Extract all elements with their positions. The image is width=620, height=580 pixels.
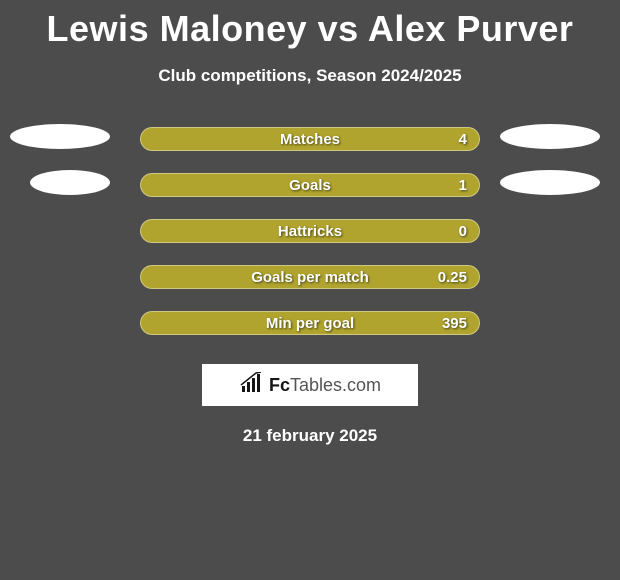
player-marker-left — [30, 170, 110, 195]
stat-value: 1 — [459, 177, 467, 194]
stat-row: Goals 1 — [0, 162, 620, 208]
date-text: 21 february 2025 — [0, 426, 620, 446]
stat-row: Matches 4 — [0, 116, 620, 162]
stat-bar: Goals 1 — [140, 173, 480, 197]
logo-suffix: Tables.com — [290, 375, 381, 395]
player-marker-right — [500, 170, 600, 195]
stat-value: 0 — [459, 223, 467, 240]
logo-prefix: Fc — [269, 375, 290, 395]
stat-row: Min per goal 395 — [0, 300, 620, 346]
stat-bar: Matches 4 — [140, 127, 480, 151]
player-marker-right — [500, 124, 600, 149]
chart-icon — [239, 372, 265, 399]
stat-value: 0.25 — [438, 269, 467, 286]
stat-bar: Hattricks 0 — [140, 219, 480, 243]
logo-text: FcTables.com — [269, 375, 381, 396]
stat-label: Min per goal — [266, 315, 354, 332]
stat-label: Matches — [280, 131, 340, 148]
stat-label: Hattricks — [278, 223, 342, 240]
stat-row: Goals per match 0.25 — [0, 254, 620, 300]
stat-value: 4 — [459, 131, 467, 148]
page-subtitle: Club competitions, Season 2024/2025 — [0, 66, 620, 86]
page-title: Lewis Maloney vs Alex Purver — [0, 0, 620, 50]
stat-label: Goals — [289, 177, 331, 194]
stat-bar: Goals per match 0.25 — [140, 265, 480, 289]
source-logo: FcTables.com — [202, 364, 418, 406]
stat-row: Hattricks 0 — [0, 208, 620, 254]
stat-label: Goals per match — [251, 269, 369, 286]
comparison-chart: Matches 4 Goals 1 Hattricks 0 Goals per … — [0, 116, 620, 346]
player-marker-left — [10, 124, 110, 149]
stat-value: 395 — [442, 315, 467, 332]
stat-bar: Min per goal 395 — [140, 311, 480, 335]
